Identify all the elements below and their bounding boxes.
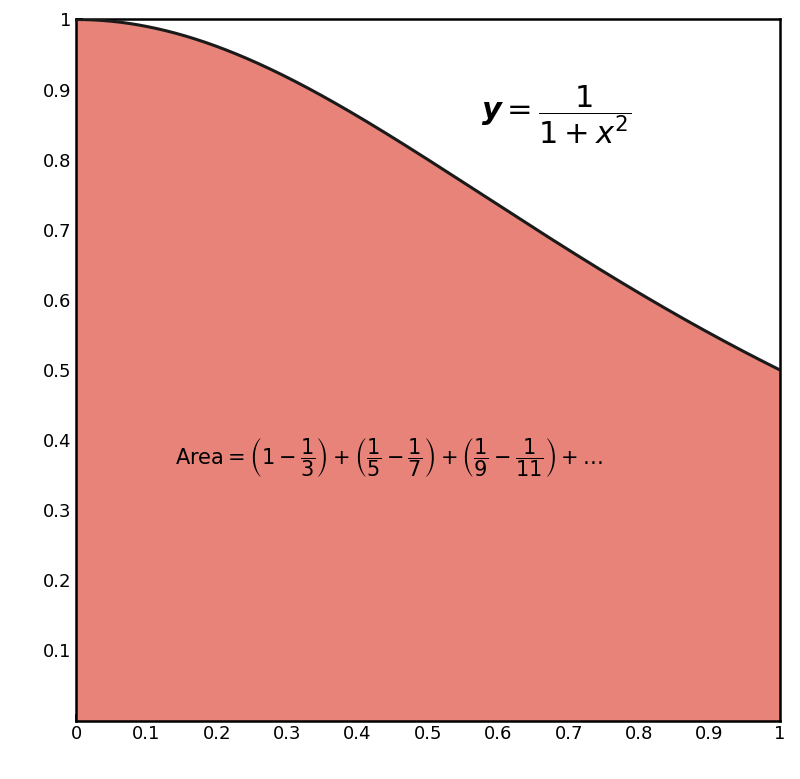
Text: $\boldsymbol{y} = \dfrac{1}{1+x^2}$: $\boldsymbol{y} = \dfrac{1}{1+x^2}$ bbox=[481, 83, 631, 146]
Text: $\mathrm{Area} = \left(1 - \dfrac{1}{3}\right) + \left(\dfrac{1}{5} - \dfrac{1}{: $\mathrm{Area} = \left(1 - \dfrac{1}{3}\… bbox=[174, 436, 602, 479]
